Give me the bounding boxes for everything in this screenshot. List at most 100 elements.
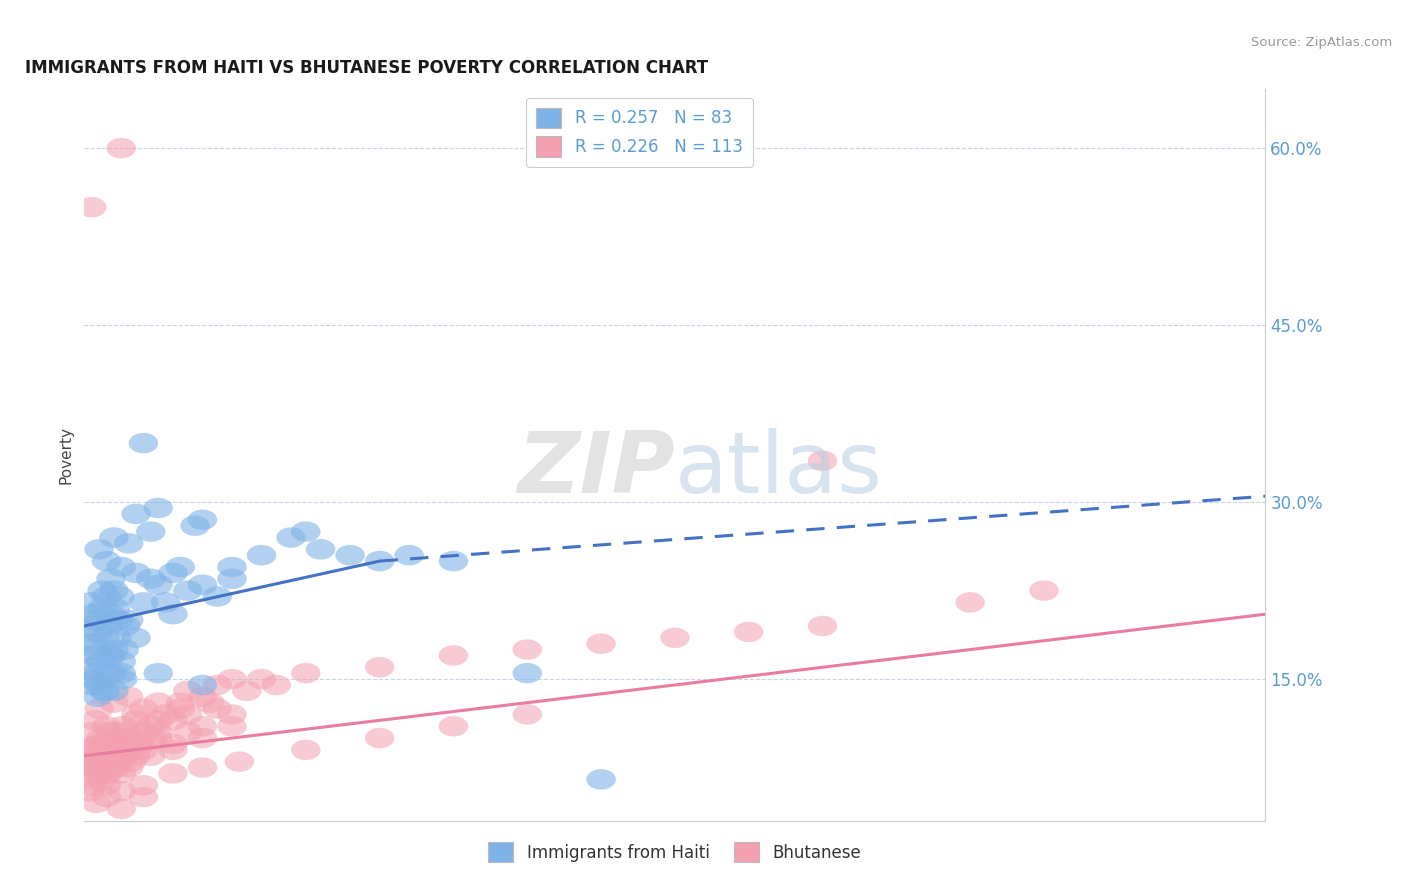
Ellipse shape: [107, 764, 136, 784]
Ellipse shape: [143, 722, 173, 742]
Ellipse shape: [110, 640, 139, 660]
Ellipse shape: [159, 604, 188, 624]
Ellipse shape: [104, 610, 134, 631]
Ellipse shape: [82, 663, 111, 683]
Ellipse shape: [80, 669, 110, 690]
Ellipse shape: [439, 551, 468, 572]
Ellipse shape: [84, 751, 114, 772]
Ellipse shape: [91, 551, 121, 572]
Ellipse shape: [96, 604, 125, 624]
Ellipse shape: [143, 710, 173, 731]
Ellipse shape: [366, 551, 394, 572]
Ellipse shape: [80, 610, 110, 631]
Ellipse shape: [108, 669, 138, 690]
Ellipse shape: [121, 746, 150, 766]
Ellipse shape: [129, 775, 159, 796]
Ellipse shape: [129, 722, 159, 742]
Ellipse shape: [136, 728, 166, 748]
Ellipse shape: [136, 746, 166, 766]
Ellipse shape: [188, 687, 218, 707]
Ellipse shape: [112, 739, 142, 760]
Ellipse shape: [808, 450, 838, 471]
Ellipse shape: [94, 722, 124, 742]
Ellipse shape: [734, 622, 763, 642]
Ellipse shape: [159, 710, 188, 731]
Ellipse shape: [76, 751, 105, 772]
Text: IMMIGRANTS FROM HAITI VS BHUTANESE POVERTY CORRELATION CHART: IMMIGRANTS FROM HAITI VS BHUTANESE POVER…: [25, 59, 709, 77]
Ellipse shape: [513, 640, 543, 660]
Ellipse shape: [217, 669, 247, 690]
Ellipse shape: [129, 698, 159, 719]
Ellipse shape: [93, 764, 122, 784]
Ellipse shape: [97, 663, 127, 683]
Ellipse shape: [96, 568, 125, 589]
Ellipse shape: [80, 764, 110, 784]
Ellipse shape: [107, 557, 136, 577]
Ellipse shape: [94, 645, 124, 665]
Ellipse shape: [217, 568, 247, 589]
Ellipse shape: [98, 681, 129, 701]
Ellipse shape: [89, 734, 118, 755]
Ellipse shape: [188, 757, 218, 778]
Ellipse shape: [586, 769, 616, 789]
Ellipse shape: [114, 728, 143, 748]
Ellipse shape: [262, 674, 291, 695]
Ellipse shape: [77, 197, 107, 218]
Ellipse shape: [82, 769, 111, 789]
Ellipse shape: [86, 728, 115, 748]
Ellipse shape: [91, 586, 121, 607]
Ellipse shape: [91, 757, 121, 778]
Ellipse shape: [77, 674, 107, 695]
Ellipse shape: [84, 539, 114, 559]
Ellipse shape: [513, 704, 543, 724]
Ellipse shape: [188, 728, 218, 748]
Ellipse shape: [105, 751, 135, 772]
Ellipse shape: [76, 757, 105, 778]
Ellipse shape: [166, 557, 195, 577]
Ellipse shape: [101, 598, 131, 618]
Ellipse shape: [143, 663, 173, 683]
Ellipse shape: [143, 498, 173, 518]
Ellipse shape: [79, 739, 108, 760]
Ellipse shape: [121, 628, 150, 648]
Ellipse shape: [202, 674, 232, 695]
Ellipse shape: [159, 739, 188, 760]
Ellipse shape: [111, 615, 141, 636]
Ellipse shape: [77, 722, 107, 742]
Ellipse shape: [91, 787, 121, 807]
Ellipse shape: [107, 780, 136, 801]
Ellipse shape: [84, 610, 114, 631]
Ellipse shape: [87, 581, 117, 601]
Ellipse shape: [1029, 581, 1059, 601]
Ellipse shape: [247, 669, 276, 690]
Ellipse shape: [107, 138, 136, 159]
Ellipse shape: [125, 734, 155, 755]
Ellipse shape: [80, 710, 110, 731]
Ellipse shape: [108, 716, 138, 737]
Ellipse shape: [93, 615, 122, 636]
Ellipse shape: [661, 628, 690, 648]
Ellipse shape: [107, 734, 136, 755]
Ellipse shape: [217, 704, 247, 724]
Ellipse shape: [82, 751, 111, 772]
Ellipse shape: [173, 722, 202, 742]
Ellipse shape: [150, 704, 180, 724]
Ellipse shape: [166, 698, 195, 719]
Ellipse shape: [808, 615, 838, 636]
Ellipse shape: [76, 657, 105, 678]
Ellipse shape: [202, 698, 232, 719]
Ellipse shape: [111, 722, 141, 742]
Ellipse shape: [87, 764, 117, 784]
Ellipse shape: [114, 734, 143, 755]
Ellipse shape: [104, 728, 134, 748]
Ellipse shape: [82, 757, 111, 778]
Ellipse shape: [98, 757, 129, 778]
Legend: Immigrants from Haiti, Bhutanese: Immigrants from Haiti, Bhutanese: [479, 834, 870, 871]
Ellipse shape: [217, 716, 247, 737]
Ellipse shape: [76, 592, 105, 613]
Ellipse shape: [291, 521, 321, 541]
Ellipse shape: [87, 598, 117, 618]
Ellipse shape: [188, 674, 218, 695]
Y-axis label: Poverty: Poverty: [58, 425, 73, 484]
Ellipse shape: [83, 751, 112, 772]
